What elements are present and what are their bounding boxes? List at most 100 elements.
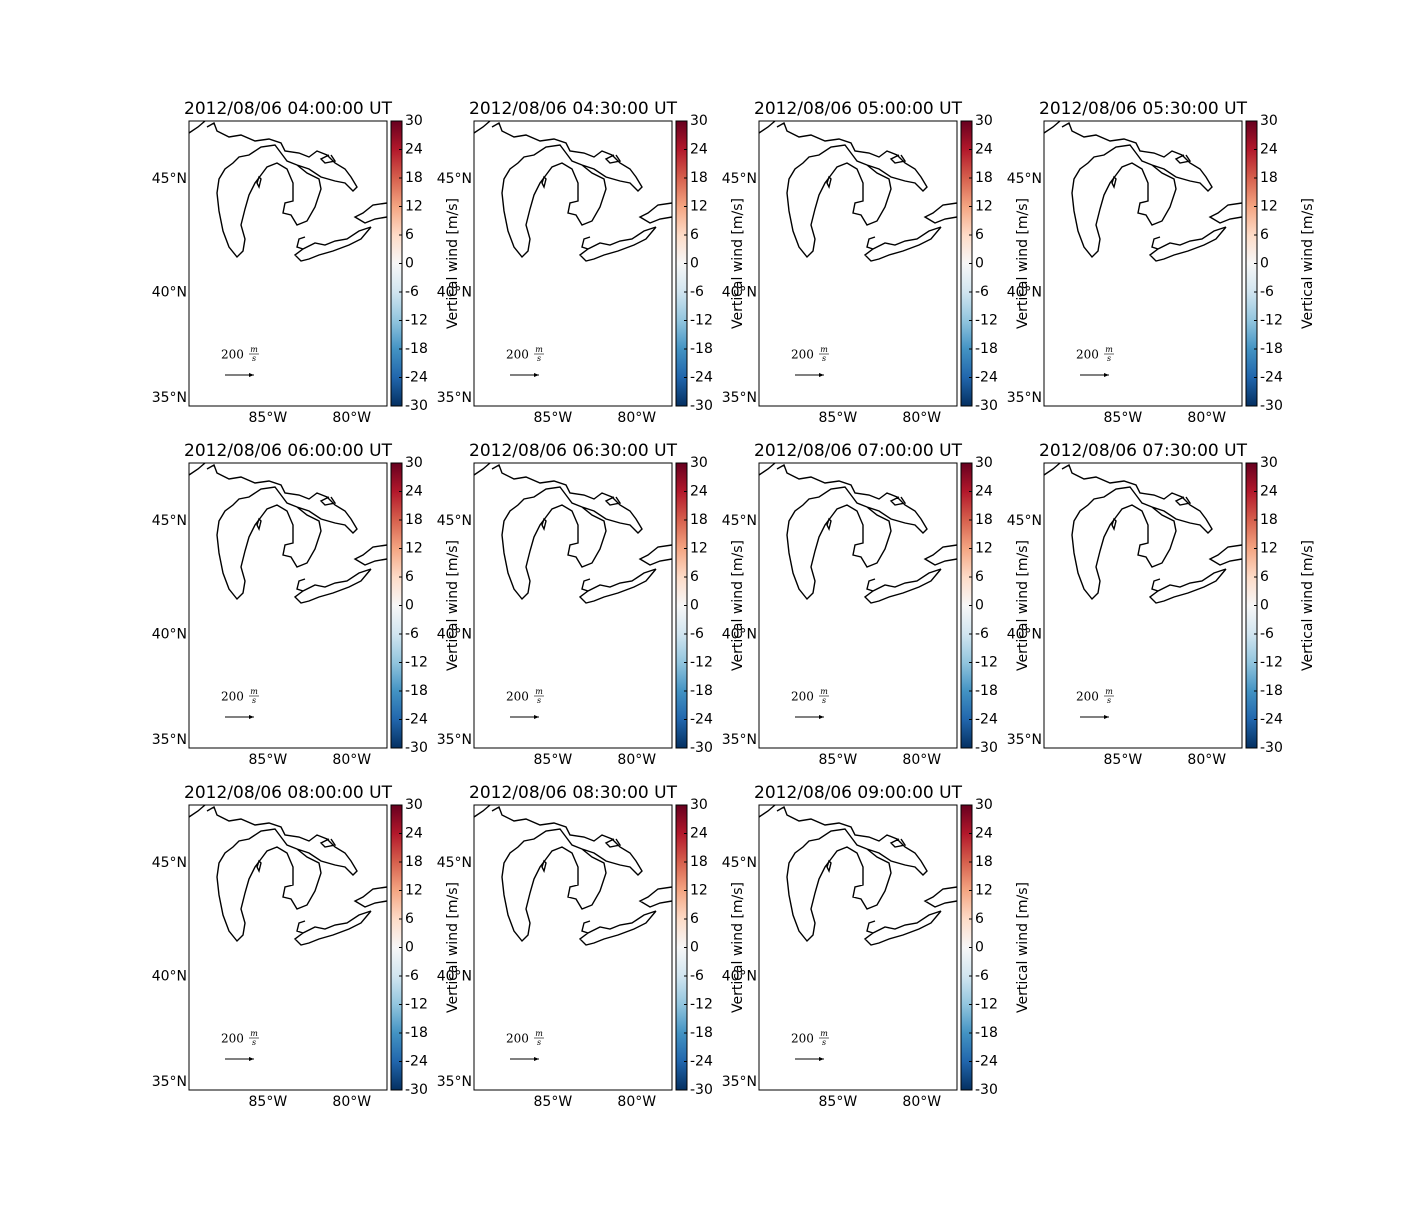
y-tick-label: 40°N [437,284,472,300]
quiver-key-value: 200 [221,348,244,362]
quiver-key-unit-num: m [250,345,258,354]
colorbar-label: Vertical wind [m/s] [730,198,746,329]
panel-title: 2012/08/06 06:30:00 UT [469,441,678,461]
panel: 2012/08/06 08:30:00 UT 85°W 80°W 35°N 40°N 45… [437,783,746,1110]
colorbar-label: Vertical wind [m/s] [445,540,461,671]
colorbar-tick-label: -6 [1260,284,1274,300]
x-tick-label: 85°W [249,410,288,426]
y-tick-label: 35°N [1007,732,1042,748]
colorbar-tick-label: -12 [405,313,428,329]
quiver-key-value: 200 [506,348,529,362]
panel: 2012/08/06 06:00:00 UT 85°W 80°W 35°N 40°N 45… [152,441,461,768]
colorbar-tick-label: -6 [975,968,989,984]
colorbar-tick-label: -6 [975,626,989,642]
coastline [473,462,673,604]
colorbar-tick-label: 12 [405,883,423,899]
panel: 2012/08/06 07:00:00 UT 85°W 80°W 35°N 40°N 45… [722,441,1031,768]
colorbar-tick-label: -12 [690,655,713,671]
colorbar-tick-label: -30 [1260,740,1283,756]
colorbar-tick-label: -12 [975,997,998,1013]
colorbar-tick-label: -12 [1260,655,1283,671]
map-frame [473,462,673,749]
panel: 2012/08/06 07:30:00 UT 85°W 80°W 35°N 40°N 45… [1007,441,1316,768]
x-tick-label: 80°W [617,752,656,768]
quiver-key-unit-den: s [822,1038,826,1047]
colorbar-tick-label: 30 [690,797,708,813]
x-tick-label: 85°W [819,410,858,426]
colorbar-tick-label: -24 [690,1054,713,1070]
colorbar-tick-label: -24 [405,370,428,386]
panel-title: 2012/08/06 05:00:00 UT [754,99,963,119]
panel-title: 2012/08/06 07:30:00 UT [1039,441,1248,461]
colorbar-tick-label: -24 [690,712,713,728]
panel: 2012/08/06 04:30:00 UT 85°W 80°W 35°N 40°N 45… [437,99,746,426]
x-tick-label: 80°W [1187,752,1226,768]
quiver-key-value: 200 [1076,348,1099,362]
colorbar-tick-label: -24 [405,1054,428,1070]
y-tick-label: 40°N [437,626,472,642]
colorbar-tick-label: -30 [405,398,428,414]
quiver-key-unit-num: m [820,687,828,696]
colorbar-tick-label: -24 [405,712,428,728]
colorbar-tick-label: -12 [975,655,998,671]
map-frame [1043,120,1243,407]
colorbar-tick-label: 0 [690,940,699,956]
colorbar-label: Vertical wind [m/s] [1015,540,1031,671]
y-tick-label: 35°N [1007,390,1042,406]
colorbar-tick-label: 0 [975,940,984,956]
x-tick-label: 85°W [1104,752,1143,768]
x-tick-label: 85°W [819,752,858,768]
quiver-key-unit-den: s [252,1038,256,1047]
map-frame [758,804,958,1091]
map-frame [473,120,673,407]
quiver-key-value: 200 [506,1032,529,1046]
x-tick-label: 80°W [332,752,371,768]
coastline [188,120,388,262]
coastline [473,804,673,946]
y-tick-label: 40°N [152,968,187,984]
colorbar-tick-label: 6 [1260,569,1269,585]
colorbar-tick-label: 18 [405,170,423,186]
colorbar-tick-label: 6 [690,569,699,585]
y-tick-label: 40°N [152,626,187,642]
quiver-key-unit-num: m [535,345,543,354]
map-frame [188,804,388,1091]
coastline [473,120,673,262]
map-frame [758,120,958,407]
colorbar-tick-label: 6 [405,911,414,927]
panel: 2012/08/06 08:00:00 UT 85°W 80°W 35°N 40°N 45… [152,783,461,1110]
colorbar-tick-label: 24 [975,142,993,158]
colorbar-tick-label: -18 [690,1025,713,1041]
panel: 2012/08/06 06:30:00 UT 85°W 80°W 35°N 40°N 45… [437,441,746,768]
colorbar-tick-label: 24 [405,142,423,158]
colorbar-tick-label: 18 [975,170,993,186]
colorbar-tick-label: -30 [690,398,713,414]
colorbar-tick-label: -24 [975,712,998,728]
colorbar-tick-label: -30 [405,740,428,756]
colorbar-tick-label: 6 [975,227,984,243]
panel-title: 2012/08/06 07:00:00 UT [754,441,963,461]
y-tick-label: 45°N [437,513,472,529]
colorbar-tick-label: 30 [975,455,993,471]
x-tick-label: 80°W [1187,410,1226,426]
colorbar-tick-label: -6 [1260,626,1274,642]
colorbar-tick-label: -6 [405,626,419,642]
y-tick-label: 40°N [437,968,472,984]
quiver-key-value: 200 [506,690,529,704]
colorbar-tick-label: 30 [405,797,423,813]
colorbar-tick-label: -12 [690,997,713,1013]
quiver-key-unit-den: s [537,1038,541,1047]
colorbar-tick-label: 12 [405,541,423,557]
colorbar-tick-label: 18 [405,854,423,870]
quiver-key-unit-num: m [250,1029,258,1038]
colorbar-tick-label: 18 [1260,170,1278,186]
colorbar-tick-label: -12 [690,313,713,329]
colorbar-tick-label: -24 [975,370,998,386]
quiver-key-unit-num: m [820,345,828,354]
colorbar-tick-label: 12 [690,199,708,215]
y-tick-label: 35°N [152,732,187,748]
y-tick-label: 45°N [437,855,472,871]
y-tick-label: 45°N [437,171,472,187]
panel: 2012/08/06 05:30:00 UT 85°W 80°W 35°N 40°N 45… [1007,99,1316,426]
y-tick-label: 35°N [152,1074,187,1090]
